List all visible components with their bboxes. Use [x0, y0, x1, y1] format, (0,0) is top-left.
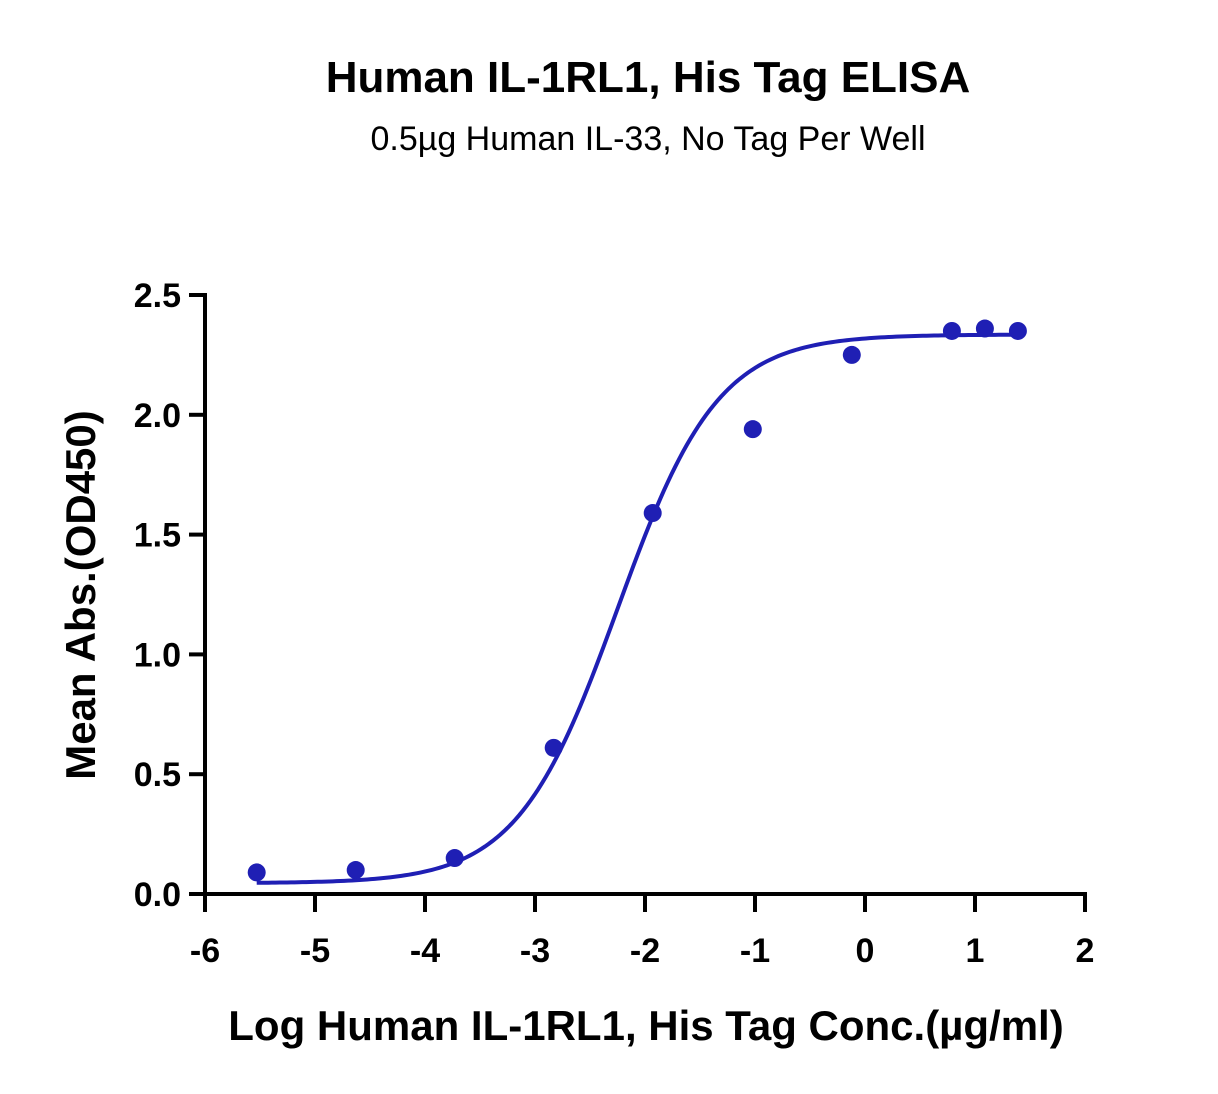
chart-subtitle: 0.5µg Human IL-33, No Tag Per Well [370, 120, 925, 158]
data-point [544, 738, 563, 757]
axes [203, 293, 1087, 896]
x-tick-label: -5 [300, 932, 330, 970]
data-points-layer [247, 319, 1027, 882]
x-tick-label: -3 [520, 932, 550, 970]
x-axis-label: Log Human IL-1RL1, His Tag Conc.(µg/ml) [228, 1002, 1063, 1049]
data-point [942, 321, 961, 340]
y-axis-label: Mean Abs.(OD450) [57, 410, 104, 780]
fit-curve-layer [256, 332, 1018, 885]
y-ticks: 0.0 0.5 1.0 1.5 2.0 2.5 [134, 277, 205, 914]
data-point [346, 861, 365, 880]
y-tick-label: 0.5 [134, 756, 181, 794]
y-tick-label: 2.5 [134, 277, 181, 315]
y-tick-label: 2.0 [134, 397, 181, 435]
data-point [643, 504, 662, 523]
y-tick-label: 0.0 [134, 876, 181, 914]
fit-curve-line [256, 332, 1018, 885]
x-tick-label: -4 [410, 932, 440, 970]
x-tick-label: -6 [190, 932, 220, 970]
y-tick-label: 1.0 [134, 636, 181, 674]
data-point [1008, 321, 1027, 340]
x-ticks: -6 -5 -4 -3 -2 -1 0 1 2 [190, 894, 1095, 970]
x-tick-label: -1 [740, 932, 770, 970]
data-point [247, 863, 266, 882]
data-point [842, 345, 861, 364]
data-point [743, 420, 762, 439]
y-tick-label: 1.5 [134, 517, 181, 555]
data-point [975, 319, 994, 338]
x-tick-label: -2 [630, 932, 660, 970]
data-point [445, 849, 464, 868]
x-tick-label: 2 [1076, 932, 1095, 970]
x-tick-label: 1 [966, 932, 985, 970]
x-tick-label: 0 [856, 932, 875, 970]
chart-title: Human IL-1RL1, His Tag ELISA [326, 53, 971, 102]
